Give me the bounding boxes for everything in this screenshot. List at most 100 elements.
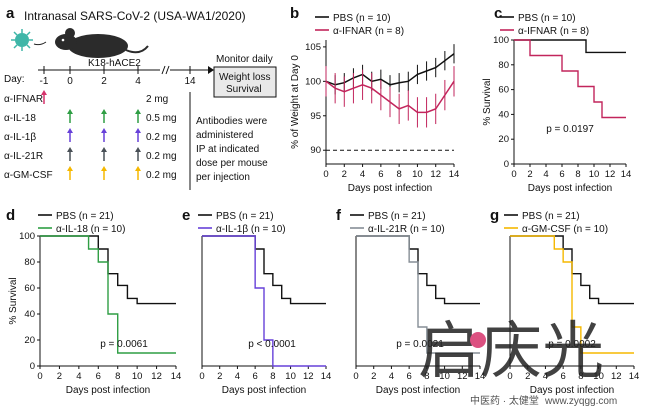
x-tick-label: 14: [475, 371, 486, 382]
series-line: [325, 53, 455, 86]
x-tick-label: 8: [270, 371, 275, 382]
y-tick-label: 0: [504, 159, 509, 170]
antibody-name: α-IL-21R: [4, 151, 43, 162]
antibody-dose: 0.5 mg: [146, 113, 177, 124]
p-value-annotation: p < 0.0001: [248, 339, 296, 350]
antibody-rows: α-IFNAR 2 mg α-IL-18 0.5 mg α-IL-1β 0.2 mg α-I…: [4, 90, 177, 181]
x-tick-label: 10: [412, 169, 423, 180]
panel-d-chart: d 0 2 4 6 8 10 12 14 0 20 40 60 80 100 Days post infect…: [6, 207, 181, 396]
y-tick-label: 40: [24, 309, 35, 320]
antibody-name: α-IFNAR: [4, 94, 43, 105]
y-tick-label: 95: [310, 111, 321, 122]
antibody-name: α-IL-18: [4, 113, 36, 124]
day-tick-label: 0: [67, 76, 73, 87]
x-tick-label: 0: [507, 371, 512, 382]
x-tick-label: 4: [360, 169, 365, 180]
y-tick-label: 100: [19, 231, 35, 242]
mouse-label: K18-hACE2: [88, 58, 141, 69]
series-line: [40, 235, 176, 305]
x-tick-label: 14: [629, 371, 640, 382]
dose-note-line: per injection: [196, 172, 250, 183]
x-tick-label: 6: [252, 371, 257, 382]
injection-arrow-head: [41, 90, 47, 95]
x-tick-label: 8: [396, 169, 401, 180]
x-tick-label: 4: [235, 371, 240, 382]
x-tick-label: 14: [449, 169, 460, 180]
y-tick-label: 60: [24, 283, 35, 294]
x-tick-label: 0: [353, 371, 358, 382]
x-tick-label: 10: [285, 371, 296, 382]
legend-entry: PBS (n = 10): [518, 13, 576, 24]
y-tick-label: 80: [24, 257, 35, 268]
x-tick-label: 4: [389, 371, 394, 382]
antibody-dose: 0.2 mg: [146, 170, 177, 181]
panel-g-letter: g: [490, 207, 499, 224]
x-tick-label: 12: [303, 371, 314, 382]
dose-note-line: Antibodies were: [196, 116, 268, 127]
injection-arrow-head: [101, 109, 107, 114]
injection-arrow-head: [135, 109, 141, 114]
y-axis-label: % of Weight at Day 0: [290, 55, 301, 149]
x-tick-label: 6: [559, 169, 564, 180]
x-tick-label: 12: [151, 371, 162, 382]
injection-arrow-head: [101, 166, 107, 171]
x-tick-label: 10: [589, 169, 600, 180]
legend-entry: α-IFNAR (n = 8): [333, 26, 404, 37]
x-axis-label: Days post infection: [530, 385, 615, 396]
x-tick-label: 14: [171, 371, 182, 382]
panel-b-chart: b 0 2 4 6 8 10 12 14 90 95 100 105 Days post infectio…: [290, 5, 459, 194]
y-tick-label: 90: [310, 145, 321, 156]
x-tick-label: 4: [543, 169, 548, 180]
dose-note-line: dose per mouse: [196, 158, 268, 169]
x-tick-label: 2: [527, 169, 532, 180]
x-axis-label: Days post infection: [528, 183, 613, 194]
p-value-annotation: p = 0.0061: [100, 339, 148, 350]
legend-entry: PBS (n = 21): [216, 211, 274, 222]
antibody-dose: 0.2 mg: [146, 151, 177, 162]
x-tick-label: 12: [611, 371, 622, 382]
y-tick-label: 20: [24, 335, 35, 346]
y-tick-label: 105: [305, 42, 321, 53]
watermark-url: www.zyqgg.com: [544, 396, 617, 407]
x-tick-label: 12: [605, 169, 616, 180]
x-axis-label: Days post infection: [222, 385, 307, 396]
legend-entry: PBS (n = 10): [333, 13, 391, 24]
x-tick-label: 10: [593, 371, 604, 382]
legend-entry: PBS (n = 21): [522, 211, 580, 222]
x-tick-label: 14: [321, 371, 332, 382]
dose-note-line: IP at indicated: [196, 144, 259, 155]
day-tick-label: 2: [101, 76, 107, 87]
legend-entry: PBS (n = 21): [368, 211, 426, 222]
day-label: Day:: [4, 74, 25, 85]
panel-e-chart: e 0 2 4 6 8 10 12 14 Days post infection PBS (n = …: [182, 207, 331, 396]
timeline-day-ticks: -1 0 2 4 14: [40, 66, 196, 87]
panel-f-letter: f: [336, 207, 342, 224]
x-tick-label: 0: [199, 371, 204, 382]
legend-entry: α-GM-CSF (n = 10): [522, 224, 608, 235]
watermark-logo-text: 启庆光: [418, 314, 604, 387]
injection-arrow-head: [67, 166, 73, 171]
monitor-survival: Survival: [226, 84, 262, 95]
antibody-name: α-GM-CSF: [4, 170, 53, 181]
watermark-seal-icon: [470, 332, 486, 348]
y-tick-label: 20: [498, 134, 509, 145]
x-tick-label: 2: [57, 371, 62, 382]
series-line: [202, 235, 326, 367]
p-value-annotation: p = 0.0021: [396, 339, 444, 350]
panel-d-letter: d: [6, 207, 15, 224]
injection-arrow-head: [101, 128, 107, 133]
day-tick-label: -1: [40, 76, 49, 87]
y-tick-label: 60: [498, 85, 509, 96]
x-tick-label: 12: [457, 371, 468, 382]
virus-icon: [11, 29, 47, 51]
y-tick-label: 40: [498, 109, 509, 120]
x-tick-label: 10: [439, 371, 450, 382]
day-tick-label: 14: [184, 76, 196, 87]
legend-entry: α-IL-1β (n = 10): [216, 224, 286, 235]
x-tick-label: 8: [578, 371, 583, 382]
day-tick-label: 4: [135, 76, 141, 87]
x-tick-label: 6: [96, 371, 101, 382]
x-axis-label: Days post infection: [66, 385, 151, 396]
